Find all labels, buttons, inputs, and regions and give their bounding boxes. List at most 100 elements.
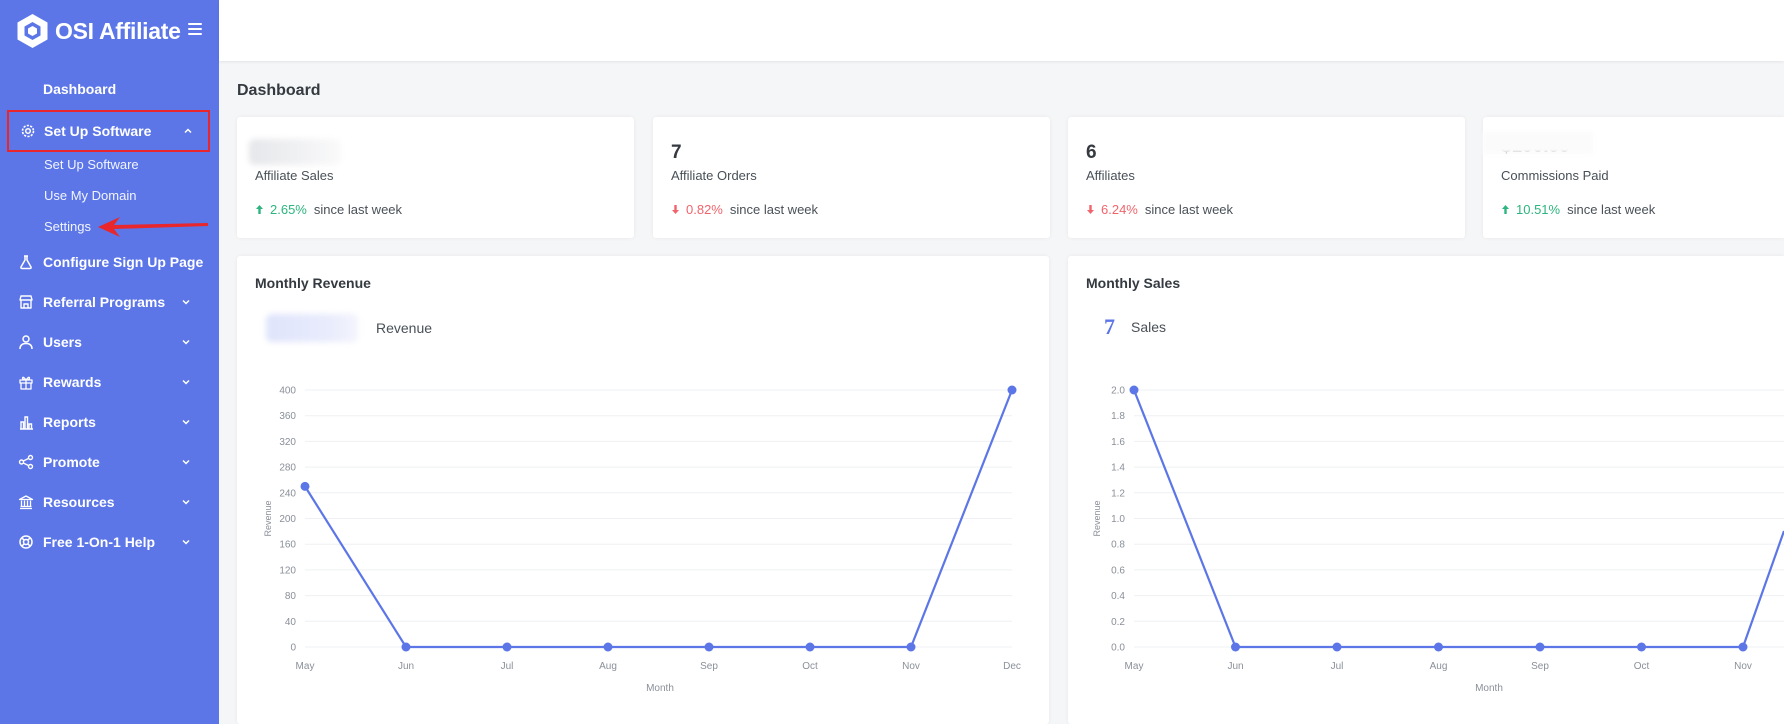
stat-card-affiliates: 6 Affiliates 6.24% since last week	[1068, 117, 1465, 238]
x-tick-label: May	[296, 661, 315, 672]
y-tick-label: 2.0	[1111, 386, 1125, 397]
sidebar-item-referral-programs[interactable]: Referral Programs	[0, 284, 219, 320]
data-point	[704, 642, 714, 652]
stat-card-affiliate-orders: 7 Affiliate Orders 0.82% since last week	[653, 117, 1050, 238]
chart-summary: 7 Sales	[1104, 314, 1166, 340]
x-axis-label: Month	[646, 683, 674, 694]
y-tick-label: 1.6	[1111, 437, 1125, 448]
sidebar-item-label: Configure Sign Up Page	[43, 254, 204, 270]
y-tick-label: 0.6	[1111, 565, 1125, 576]
x-tick-label: May	[1125, 661, 1144, 672]
y-tick-label: 120	[279, 565, 296, 576]
stat-change: 0.82% since last week	[671, 202, 818, 217]
stat-value: 7	[671, 142, 682, 163]
share-icon	[18, 454, 34, 470]
sidebar-item-configure-sign-up-page[interactable]: Configure Sign Up Page	[0, 244, 219, 280]
y-tick-label: 1.4	[1111, 463, 1125, 474]
stat-label: Commissions Paid	[1501, 168, 1609, 183]
user-icon	[19, 335, 33, 350]
annotation-arrow-icon	[98, 217, 208, 237]
sidebar: OSI Affiliate Dashboard Set Up Software …	[0, 0, 219, 724]
sales-line-chart: 0.0 0.2 0.4 0.6 0.8 1.0 1.2 1.4 1.6 1.8 2.0 May Jun J…	[1092, 385, 1784, 694]
sidebar-subitem-use-my-domain[interactable]: Use My Domain	[44, 188, 137, 203]
sidebar-item-resources[interactable]: Resources	[0, 484, 219, 520]
sidebar-item-set-up-software[interactable]: Set Up Software	[7, 110, 210, 152]
x-tick-label: Sep	[1531, 661, 1549, 672]
y-axis-label: Revenue	[1092, 500, 1102, 536]
topbar	[219, 0, 1784, 61]
series-line	[304, 389, 1014, 649]
stat-change: 10.51% since last week	[1501, 202, 1655, 217]
flask-icon	[20, 255, 32, 270]
sidebar-item-label: Reports	[43, 414, 96, 430]
x-tick-label: Oct	[802, 661, 818, 672]
y-tick-label: 0.0	[1111, 643, 1125, 654]
chart-title: Monthly Revenue	[255, 275, 371, 291]
y-tick-label: 200	[279, 514, 296, 525]
gear-icon	[21, 124, 35, 138]
sidebar-item-free-help[interactable]: Free 1-On-1 Help	[0, 524, 219, 560]
data-point	[1637, 642, 1646, 652]
y-tick-label: 1.2	[1111, 488, 1125, 499]
gift-icon	[19, 376, 33, 390]
sidebar-item-label: Users	[43, 334, 82, 350]
data-point	[300, 481, 310, 491]
series-line	[1132, 389, 1784, 649]
data-point	[1434, 642, 1443, 652]
stat-label: Affiliate Orders	[671, 168, 757, 183]
arrow-up-icon	[256, 205, 263, 214]
x-tick-label: Aug	[1430, 661, 1448, 672]
chevron-down-icon	[182, 499, 190, 505]
sidebar-subitem-settings[interactable]: Settings	[44, 219, 91, 234]
chart-summary: Revenue	[266, 314, 432, 342]
arrow-down-icon	[1087, 205, 1094, 214]
data-point	[1535, 642, 1545, 652]
stat-change: 2.65% since last week	[255, 202, 402, 217]
stat-card-commissions-paid: $100.00 Commissions Paid 10.51% since la…	[1483, 117, 1784, 238]
sidebar-item-rewards[interactable]: Rewards	[0, 364, 219, 400]
sidebar-item-label: Promote	[43, 454, 100, 470]
sidebar-subitem-set-up-software[interactable]: Set Up Software	[44, 157, 139, 172]
chevron-up-icon	[184, 128, 192, 134]
revenue-line-chart: 0 40 80 120 160 200 240 280 320 360 400 May Jun Jul Au…	[263, 385, 1021, 694]
stat-change-since: since last week	[1144, 202, 1234, 217]
chart-title: Monthly Sales	[1086, 275, 1181, 291]
sidebar-item-promote[interactable]: Promote	[0, 444, 219, 480]
data-point	[1332, 642, 1342, 652]
y-tick-label: 0.4	[1111, 591, 1125, 602]
stat-value: 6	[1086, 142, 1097, 163]
bank-icon	[18, 495, 34, 510]
sidebar-item-label: Referral Programs	[43, 294, 166, 310]
y-axis-label: Revenue	[263, 500, 273, 536]
x-tick-label: Jun	[1227, 661, 1243, 672]
data-point	[502, 642, 512, 652]
stat-change: 6.24% since last week	[1086, 202, 1233, 217]
chart-card-monthly-sales: Monthly Sales 7 Sales 0.0 0.2 0.4 0.6 0.8 1.0…	[1068, 256, 1784, 724]
chevron-down-icon	[182, 419, 190, 425]
bar-chart-icon	[20, 416, 33, 430]
sidebar-item-users[interactable]: Users	[0, 324, 219, 360]
hexagon-logo-icon	[17, 14, 48, 48]
redacted-value	[266, 314, 358, 342]
brand-name: OSI Affiliate	[55, 17, 181, 44]
sidebar-item-label: Dashboard	[43, 81, 117, 97]
y-tick-label: 0.2	[1111, 617, 1125, 628]
x-tick-label: Nov	[1734, 661, 1752, 672]
x-tick-label: Dec	[1003, 661, 1021, 672]
stat-change-percent: 6.24%	[1101, 202, 1138, 217]
y-tick-label: 40	[285, 617, 297, 628]
sidebar-item-dashboard[interactable]: Dashboard	[0, 71, 219, 107]
y-tick-label: 0	[290, 643, 296, 654]
stat-change-since: since last week	[1567, 202, 1656, 217]
chevron-down-icon	[182, 379, 190, 385]
chevron-down-icon	[182, 299, 190, 305]
brand[interactable]: OSI Affiliate	[16, 13, 181, 49]
sidebar-item-reports[interactable]: Reports	[0, 404, 219, 440]
y-tick-label: 1.0	[1111, 514, 1125, 525]
y-tick-label: 320	[279, 437, 296, 448]
menu-toggle-icon[interactable]	[188, 23, 202, 35]
data-point	[1129, 385, 1139, 395]
stat-label: Affiliates	[1086, 168, 1135, 183]
lifebuoy-icon	[19, 535, 33, 549]
data-point	[1231, 642, 1240, 652]
